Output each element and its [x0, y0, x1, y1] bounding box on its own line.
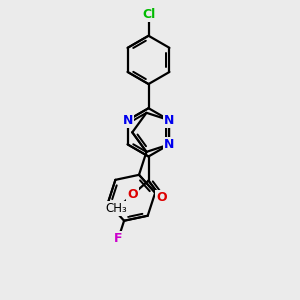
Text: O: O: [156, 191, 166, 204]
Text: F: F: [114, 232, 122, 245]
Text: N: N: [164, 138, 175, 151]
Text: Cl: Cl: [142, 8, 155, 21]
Text: N: N: [164, 114, 175, 127]
Text: N: N: [122, 114, 133, 127]
Text: CH₃: CH₃: [106, 202, 128, 215]
Text: O: O: [127, 188, 138, 201]
